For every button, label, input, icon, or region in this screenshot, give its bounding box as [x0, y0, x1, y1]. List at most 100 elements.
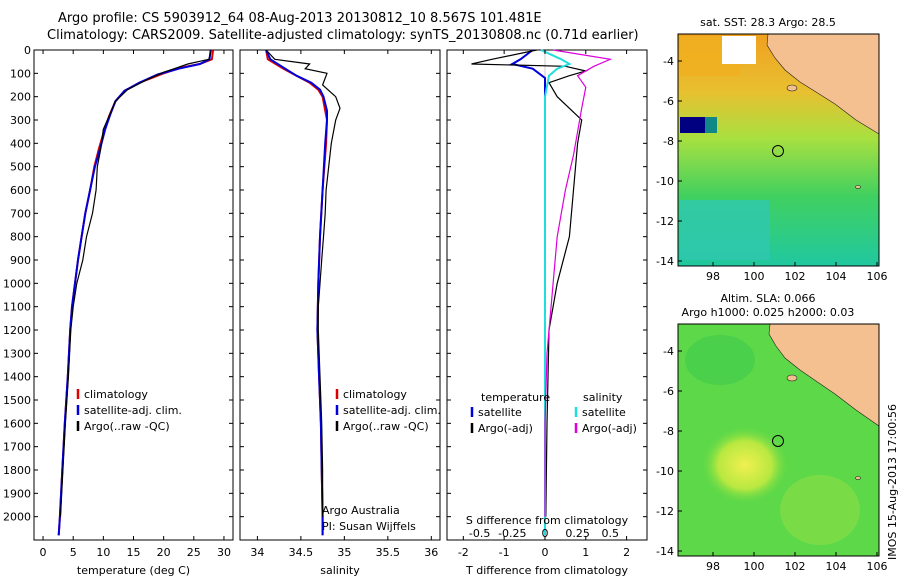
x-tick-label: -2 [458, 546, 469, 559]
sst-map-frame [677, 33, 880, 267]
y-tick-label: 600 [10, 184, 31, 197]
legend-label: satellite-adj. clim. [343, 404, 441, 417]
map-y-tick-label: -10 [656, 175, 674, 188]
s-tick-label: -0.5 [469, 527, 490, 540]
sst-cool-patch [680, 200, 770, 260]
map-x-tick-label: 100 [744, 270, 765, 283]
sla-blob-3 [685, 335, 755, 385]
x-tick-label: -1 [499, 546, 510, 559]
sst-cold-pixels [680, 117, 705, 133]
series-t-argo [471, 49, 589, 517]
sst-map: sat. SST: 28.3 Argo: 28.5 98 100 102 104 106… [656, 16, 887, 283]
series-satellite [265, 49, 328, 536]
legend-label: climatology [343, 388, 407, 401]
note-text: Argo Australia [322, 504, 400, 517]
x-tick-label: 34 [250, 546, 264, 559]
map-y-tick-label: -14 [656, 545, 674, 558]
legend-label: Argo(-adj) [478, 422, 533, 435]
map-y-tick-label: -4 [663, 55, 674, 68]
x-tick-label: 15 [127, 546, 141, 559]
x-tick-label: 5 [70, 546, 77, 559]
map-x-tick-label: 104 [826, 270, 847, 283]
x-tick-label: 36 [424, 546, 438, 559]
map-x-tick-label: 98 [706, 270, 720, 283]
salinity-profile: 34 34.5 35 35.5 36 salinity climatology satelli… [239, 49, 441, 577]
map-y-tick-label: -6 [663, 385, 674, 398]
map-x-tick-label: 100 [744, 560, 765, 573]
imos-timestamp: IMOS 15-Aug-2013 17:00:56 [886, 404, 899, 560]
y-tick-label: 700 [10, 207, 31, 220]
x-tick-label: 10 [96, 546, 110, 559]
sla-high-blob [700, 425, 790, 505]
x-axis-label: salinity [320, 564, 360, 577]
map-y-tick-label: -12 [656, 505, 674, 518]
island-1 [786, 84, 798, 92]
island-4 [855, 476, 861, 480]
map-x-tick-label: 102 [785, 270, 806, 283]
y-tick-label: 400 [10, 137, 31, 150]
difference-profile: -2 -1 0 1 2 T difference from climatology temp… [446, 49, 648, 577]
y-tick-label: 1400 [3, 371, 31, 384]
series-s-satellite [540, 49, 572, 536]
y-tick-label: 1900 [3, 487, 31, 500]
figure-title-line2: Climatology: CARS2009. Satellite-adjuste… [47, 28, 639, 43]
legend-label: Argo(-adj) [582, 422, 637, 435]
y-tick-label: 1300 [3, 347, 31, 360]
salinity-profile-frame [239, 49, 441, 541]
y-tick-label: 1200 [3, 324, 31, 337]
y-tick-label: 300 [10, 114, 31, 127]
argo-float-marker [772, 145, 784, 157]
legend-label: satellite [478, 406, 522, 419]
y-tick-label: 1700 [3, 441, 31, 454]
x-tick-label: 35.5 [376, 546, 401, 559]
map-y-tick-label: -14 [656, 255, 674, 268]
sst-cold-pixels-2 [705, 117, 717, 133]
x-tick-label: 34.5 [289, 546, 314, 559]
legend-label: Argo(..raw -QC) [84, 420, 170, 433]
map-x-tick-label: 98 [706, 560, 720, 573]
s-tick-label: -0.25 [498, 527, 526, 540]
sst-map-title: sat. SST: 28.3 Argo: 28.5 [700, 16, 836, 29]
map-x-tick-label: 106 [867, 270, 888, 283]
s-tick-label: 0.25 [565, 527, 590, 540]
map-x-tick-label: 106 [867, 560, 888, 573]
legend-label: climatology [84, 388, 148, 401]
argo-float-marker-2 [772, 435, 784, 447]
s-tick-label: 0 [541, 527, 548, 540]
y-tick-label: 1000 [3, 277, 31, 290]
series-s-argo [544, 49, 613, 517]
y-tick-label: 500 [10, 161, 31, 174]
y-tick-label: 100 [10, 67, 31, 80]
island-2 [855, 185, 861, 189]
x-tick-label: 25 [187, 546, 201, 559]
x-axis-label-top: S difference from climatology [466, 514, 629, 527]
map-y-tick-label: -10 [656, 465, 674, 478]
map-y-tick-label: -6 [663, 95, 674, 108]
sla-map-title-2: Argo h1000: 0.025 h2000: 0.03 [682, 306, 855, 319]
x-tick-label: 2 [623, 546, 630, 559]
y-tick-label: 1600 [3, 417, 31, 430]
map-x-tick-label: 104 [826, 560, 847, 573]
map-y-tick-label: -8 [663, 135, 674, 148]
sst-missing-data [722, 36, 756, 64]
legend-label: satellite-adj. clim. [84, 404, 182, 417]
note-text: PI: Susan Wijffels [322, 520, 416, 533]
temperature-profile: 0 5 10 15 20 25 300100200300400500600700800900… [3, 44, 234, 577]
map-y-tick-label: -4 [663, 345, 674, 358]
legend-title-temperature: temperature [481, 391, 550, 404]
sla-map-frame [677, 323, 880, 557]
legend-title-salinity: salinity [583, 391, 623, 404]
x-tick-label: 30 [217, 546, 231, 559]
map-x-tick-label: 102 [785, 560, 806, 573]
y-tick-label: 200 [10, 91, 31, 104]
y-tick-label: 1500 [3, 394, 31, 407]
y-tick-label: 1800 [3, 464, 31, 477]
sla-map-title-1: Altim. SLA: 0.066 [720, 292, 815, 305]
sla-map: Altim. SLA: 0.066 Argo h1000: 0.025 h200… [656, 292, 887, 573]
map-y-tick-label: -8 [663, 425, 674, 438]
x-axis-label: temperature (deg C) [77, 564, 190, 577]
s-tick-label: 0.5 [602, 527, 620, 540]
legend-label: Argo(..raw -QC) [343, 420, 429, 433]
